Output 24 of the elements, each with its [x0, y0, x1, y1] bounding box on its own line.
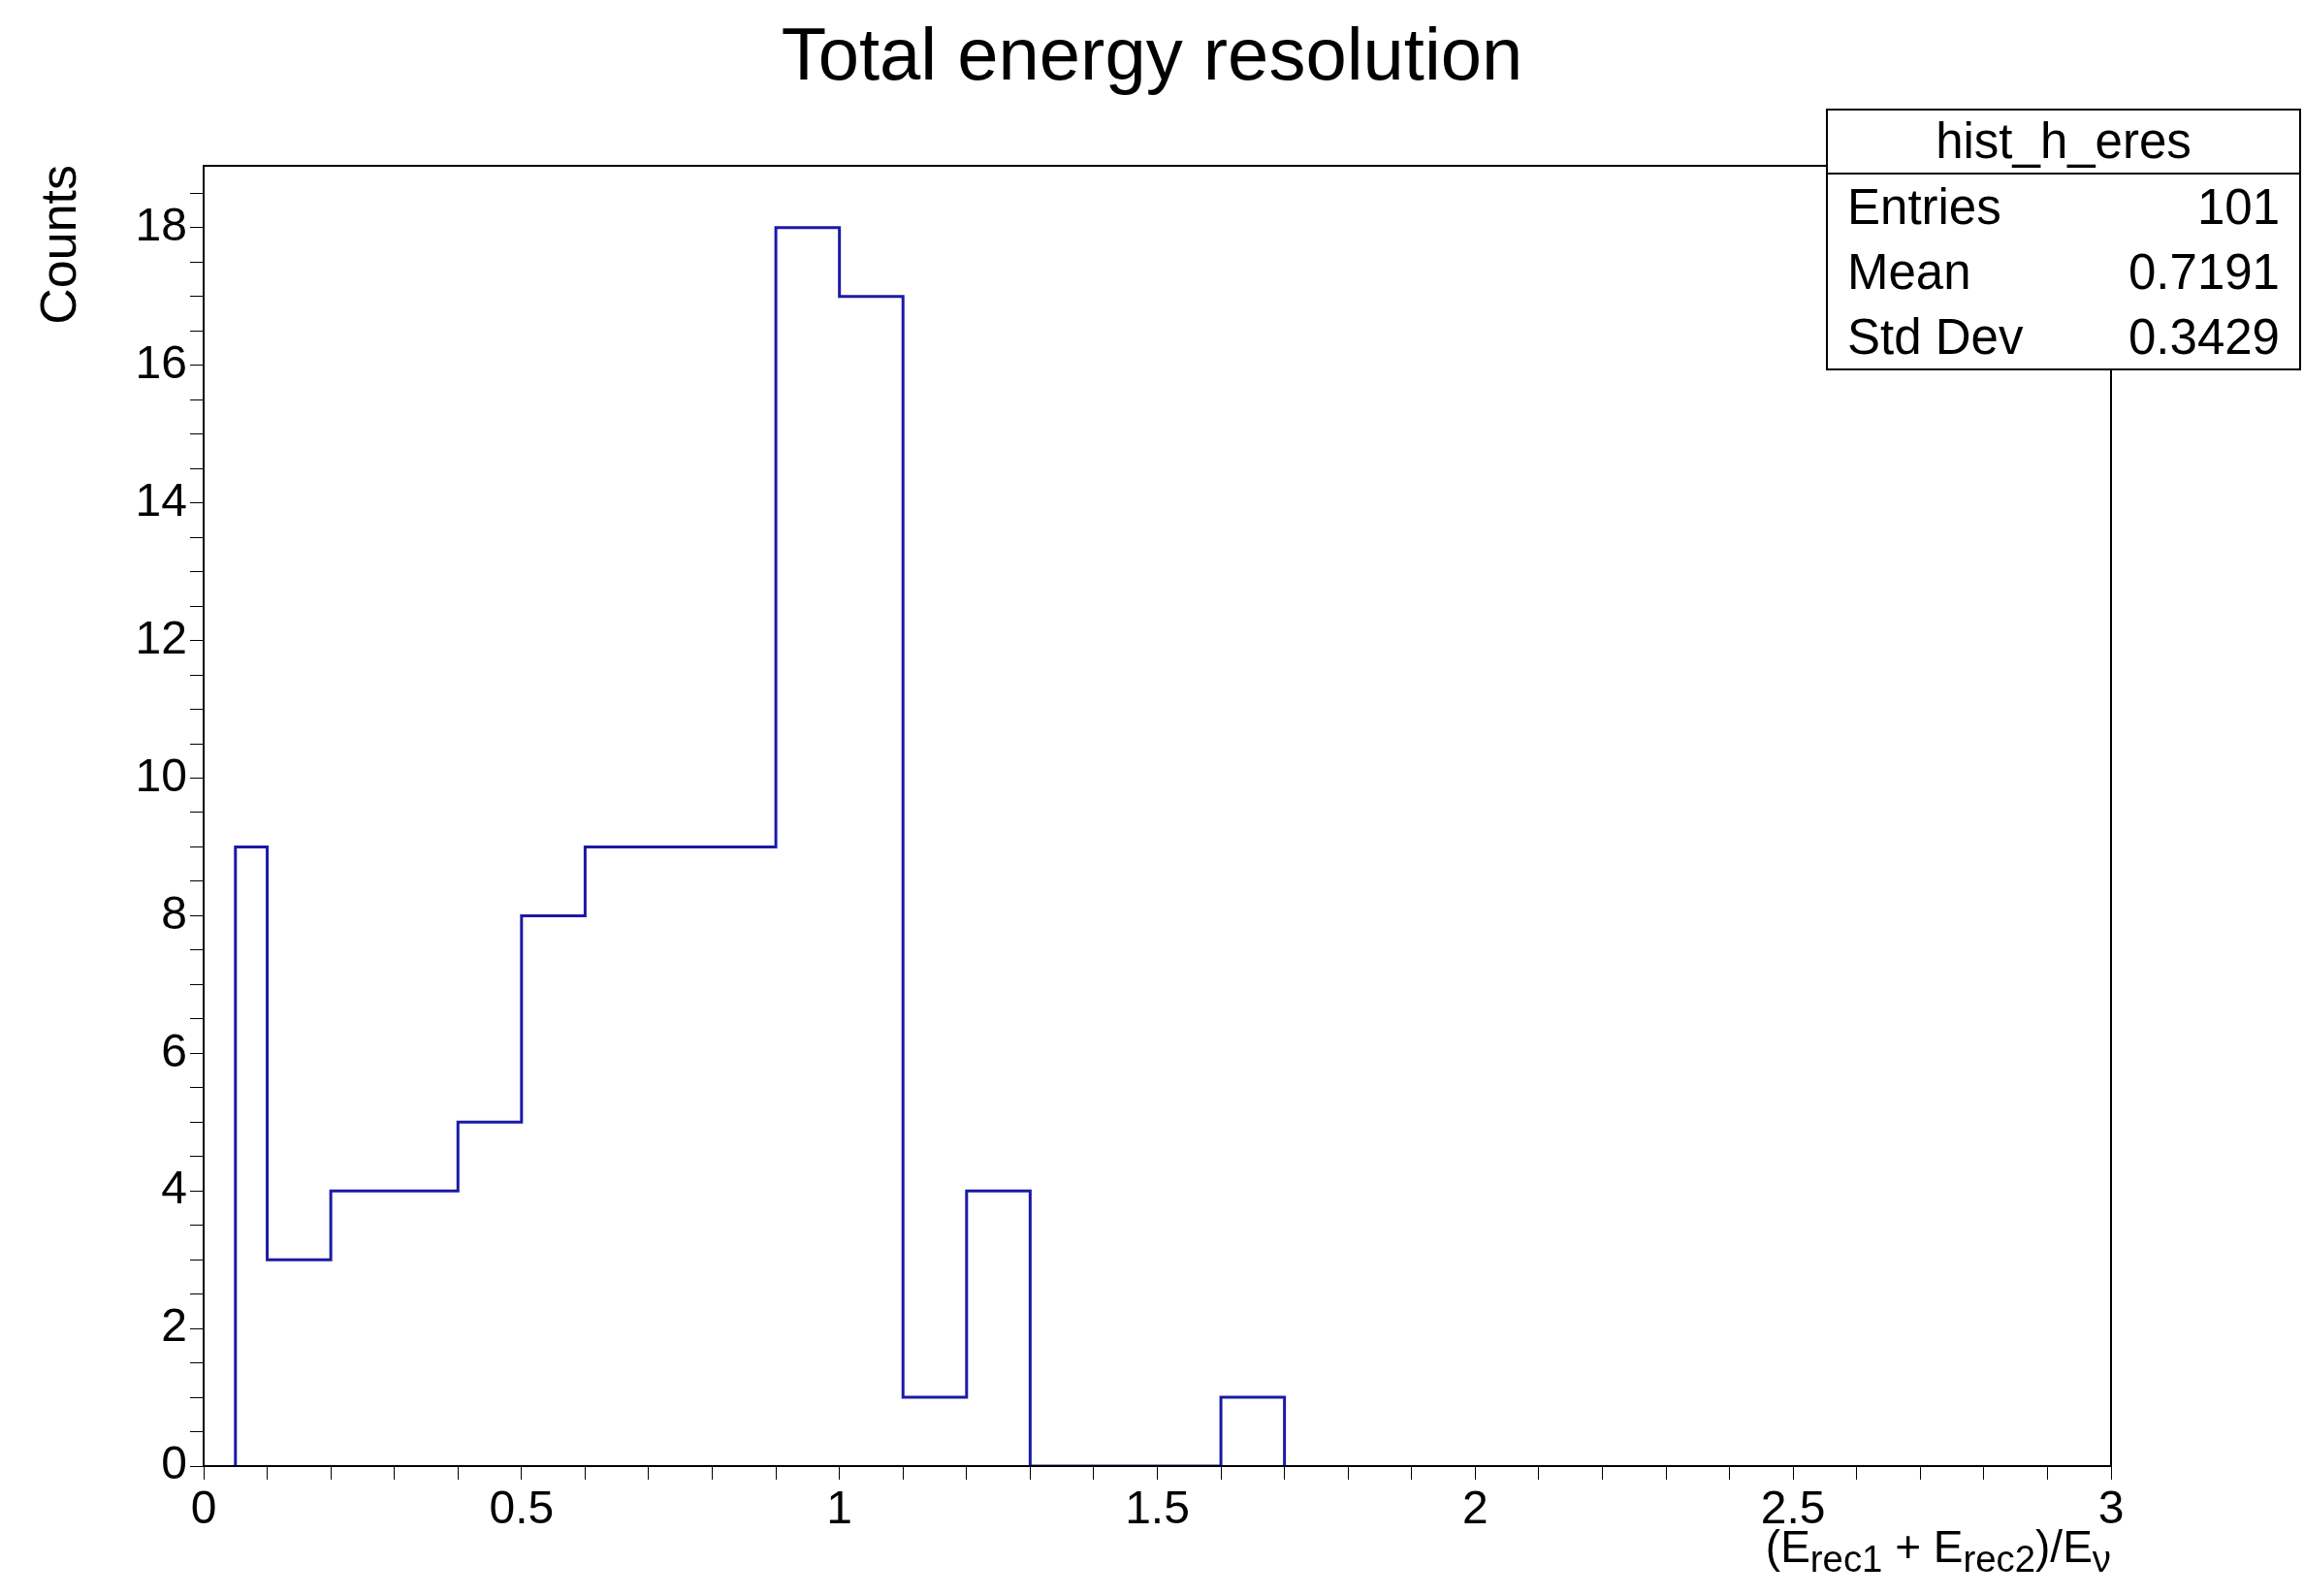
y-tick-label: 8: [161, 886, 187, 939]
x-tick-label: 2: [1461, 1482, 1488, 1534]
y-tick-label: 4: [161, 1162, 187, 1214]
text: 0.7191: [2128, 243, 2280, 301]
x-tick-label: 1.5: [1125, 1482, 1190, 1534]
x-tick-label: 3: [2097, 1482, 2125, 1534]
y-tick-label: 14: [135, 473, 187, 526]
y-tick-label: 2: [161, 1299, 187, 1352]
y-tick-label: 6: [161, 1024, 187, 1076]
x-tick-label: 1: [826, 1482, 853, 1534]
annotation: hist_h_eres: [1828, 111, 2299, 175]
y-tick-label: 18: [135, 199, 187, 251]
annotation: Entries: [1847, 178, 2001, 236]
y-tick-label: 10: [135, 749, 187, 801]
text: 0.3429: [2128, 308, 2280, 366]
y-tick-label: 0: [161, 1437, 187, 1489]
y-tick-label: 12: [135, 611, 187, 663]
annotation: Std Dev: [1847, 308, 2024, 366]
x-tick-label: 0.5: [489, 1482, 555, 1534]
annotation: Mean: [1847, 243, 1971, 301]
text: 101: [2196, 178, 2280, 236]
chart-title: Total energy resolution: [780, 12, 1524, 96]
y-tick-label: 16: [135, 336, 187, 388]
y-axis-title: Counts: [29, 165, 87, 325]
